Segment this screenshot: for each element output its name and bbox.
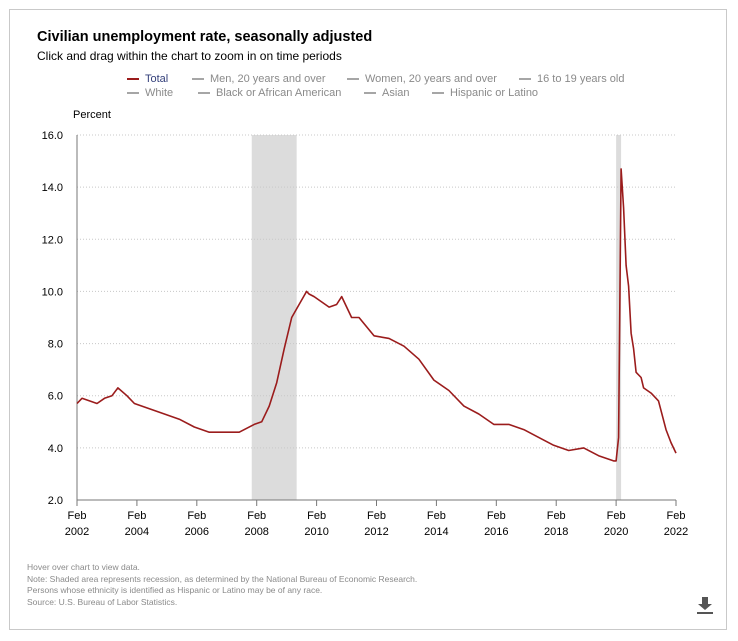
- chart-subtitle: Click and drag within the chart to zoom …: [37, 49, 342, 63]
- x-tick-label-month: Feb: [307, 510, 326, 522]
- x-tick-label-month: Feb: [607, 510, 626, 522]
- legend-swatch-men: [192, 78, 204, 80]
- legend-item-teens[interactable]: 16 to 19 years old: [519, 73, 624, 85]
- legend-item-black[interactable]: Black or African American: [198, 87, 341, 99]
- x-tick-label-month: Feb: [247, 510, 266, 522]
- y-tick-label: 6.0: [48, 391, 63, 403]
- series-line-total: [76, 168, 677, 462]
- y-tick-label: 2.0: [48, 495, 63, 507]
- legend-item-asian[interactable]: Asian: [364, 87, 410, 99]
- x-tick-label-year: 2018: [544, 526, 568, 538]
- x-tick-label-month: Feb: [427, 510, 446, 522]
- x-tick-label-year: 2012: [364, 526, 388, 538]
- x-tick-label-year: 2014: [424, 526, 448, 538]
- y-tick-label: 8.0: [48, 339, 63, 351]
- x-tick-label-year: 2004: [125, 526, 149, 538]
- legend-label-asian: Asian: [382, 87, 410, 99]
- x-tick-label-month: Feb: [367, 510, 386, 522]
- x-tick-label-month: Feb: [127, 510, 146, 522]
- legend-label-teens: 16 to 19 years old: [537, 73, 625, 85]
- legend-swatch-white: [127, 92, 139, 94]
- x-tick-label-year: 2008: [244, 526, 268, 538]
- legend-item-men[interactable]: Men, 20 years and over: [192, 73, 326, 85]
- y-tick-label: 14.0: [42, 182, 63, 194]
- legend-swatch-teens: [519, 78, 531, 80]
- legend-label-white: White: [145, 87, 174, 99]
- recession-band-0: [251, 135, 297, 500]
- x-tick-label-month: Feb: [547, 510, 566, 522]
- chart-notes: Hover over chart to view data. Note: Sha…: [27, 562, 417, 608]
- y-tick-label: 10.0: [42, 286, 63, 298]
- legend-item-women[interactable]: Women, 20 years and over: [347, 73, 497, 85]
- legend-item-white[interactable]: White: [127, 87, 173, 99]
- recession-band-1: [616, 135, 622, 500]
- x-tick-label-month: Feb: [667, 510, 686, 522]
- recession-note: Note: Shaded area represents recession, …: [27, 573, 418, 584]
- ethnicity-note: Persons whose ethnicity is identified as…: [27, 585, 323, 595]
- x-tick-label-year: 2022: [664, 526, 688, 538]
- x-tick-label-year: 2006: [185, 526, 209, 538]
- y-tick-label: 4.0: [48, 443, 63, 455]
- legend-label-women: Women, 20 years and over: [365, 73, 497, 85]
- chart-title: Civilian unemployment rate, seasonally a…: [37, 29, 373, 45]
- legend-label-black: Black or African American: [216, 87, 342, 99]
- hover-note: Hover over chart to view data.: [27, 562, 140, 572]
- x-tick-label-year: 2010: [304, 526, 328, 538]
- legend-item-total[interactable]: Total: [127, 73, 168, 85]
- legend-swatch-asian: [364, 92, 376, 94]
- legend-swatch-black: [198, 92, 210, 94]
- x-tick-label-year: 2002: [65, 526, 89, 538]
- y-tick-label: 16.0: [42, 130, 63, 142]
- download-icon: [697, 597, 713, 614]
- download-button[interactable]: [694, 594, 716, 616]
- chart-frame: [9, 9, 727, 630]
- x-tick-label-year: 2016: [484, 526, 508, 538]
- y-axis-label: Percent: [73, 109, 111, 121]
- y-tick-label: 12.0: [42, 234, 63, 246]
- x-tick-label-month: Feb: [68, 510, 87, 522]
- legend-swatch-total: [127, 78, 139, 80]
- legend-swatch-women: [347, 78, 359, 80]
- x-tick-label-month: Feb: [487, 510, 506, 522]
- legend-swatch-hispanic: [432, 92, 444, 94]
- legend-label-men: Men, 20 years and over: [210, 73, 326, 85]
- legend-label-hispanic: Hispanic or Latino: [450, 87, 539, 99]
- legend-label-total: Total: [145, 73, 169, 85]
- source-note: Source: U.S. Bureau of Labor Statistics.: [27, 596, 178, 607]
- x-tick-label-month: Feb: [187, 510, 206, 522]
- legend-item-hispanic[interactable]: Hispanic or Latino: [432, 87, 538, 99]
- x-tick-label-year: 2020: [604, 526, 628, 538]
